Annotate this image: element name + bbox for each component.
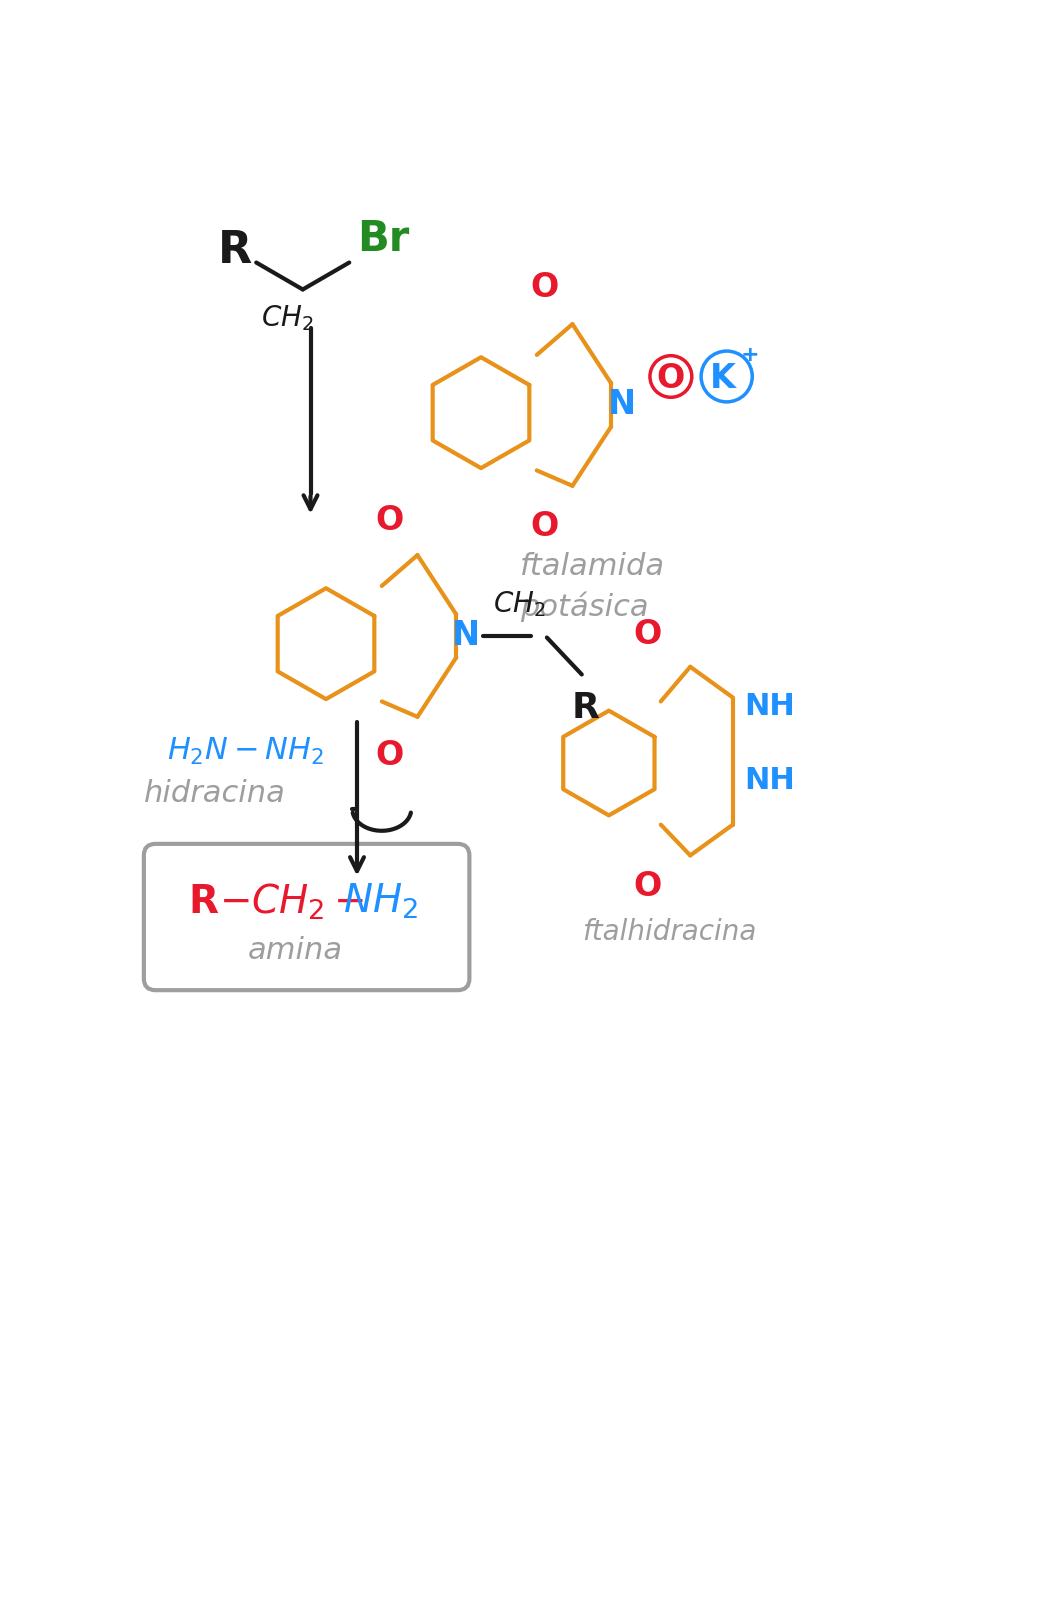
Text: $H_2N-NH_2$: $H_2N-NH_2$ xyxy=(167,735,324,768)
Text: O: O xyxy=(634,618,661,651)
Text: N: N xyxy=(608,388,636,422)
Text: NH: NH xyxy=(745,766,796,795)
Text: O: O xyxy=(634,870,661,902)
Text: ftalamida: ftalamida xyxy=(519,552,664,581)
Text: $NH_2$: $NH_2$ xyxy=(343,881,418,922)
FancyBboxPatch shape xyxy=(144,844,470,990)
Text: potásica: potásica xyxy=(519,591,649,622)
Text: NH: NH xyxy=(745,693,796,721)
Text: $-CH_2-$: $-CH_2-$ xyxy=(219,881,364,922)
Text: +: + xyxy=(741,346,760,365)
Text: O: O xyxy=(530,271,559,305)
Text: Br: Br xyxy=(357,219,409,260)
Text: amina: amina xyxy=(248,935,343,964)
Text: N: N xyxy=(452,620,479,652)
Text: O: O xyxy=(376,738,404,773)
Text: R: R xyxy=(188,883,218,920)
Text: ftalhidracina: ftalhidracina xyxy=(582,919,756,946)
Text: O: O xyxy=(657,362,685,394)
Text: $CH_2$: $CH_2$ xyxy=(261,304,313,333)
Text: hidracina: hidracina xyxy=(144,779,286,808)
Text: K: K xyxy=(710,362,735,394)
Text: O: O xyxy=(530,510,559,544)
Text: R: R xyxy=(218,229,252,273)
Text: R: R xyxy=(571,691,600,725)
Text: O: O xyxy=(376,505,404,537)
Text: $CH_2$: $CH_2$ xyxy=(493,589,545,618)
